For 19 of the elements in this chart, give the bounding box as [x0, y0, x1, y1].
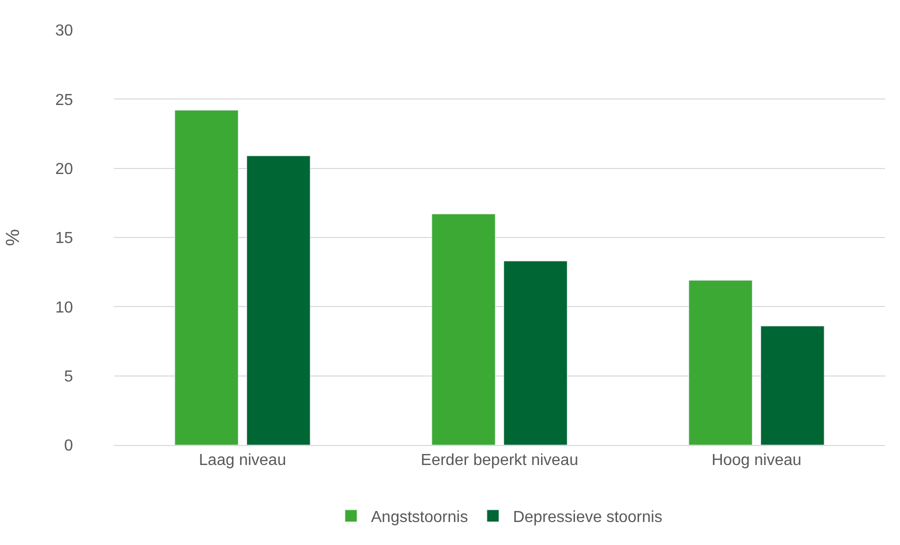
y-tick-label: 5: [64, 368, 74, 386]
legend-label: Angststoornis: [371, 509, 468, 526]
bar: [504, 260, 568, 445]
bar: [688, 280, 752, 445]
y-tick-label: 10: [55, 299, 74, 316]
legend-label: Depressieve stoornis: [512, 509, 662, 526]
bar: [246, 156, 310, 445]
y-tick-label: 20: [55, 160, 74, 178]
bar: [174, 110, 238, 445]
x-tick-label: Eerder beperkt niveau: [420, 452, 578, 470]
x-tick-label: Laag niveau: [198, 452, 286, 470]
bar: [432, 214, 496, 445]
y-tick-label: 30: [55, 22, 74, 40]
y-tick-label: 0: [64, 438, 74, 455]
y-tick-label: 15: [55, 230, 74, 248]
bar: [760, 326, 824, 445]
x-tick-label: Hoog niveau: [712, 452, 802, 470]
y-axis-title: %: [3, 228, 24, 246]
y-tick-label: 25: [55, 92, 74, 109]
